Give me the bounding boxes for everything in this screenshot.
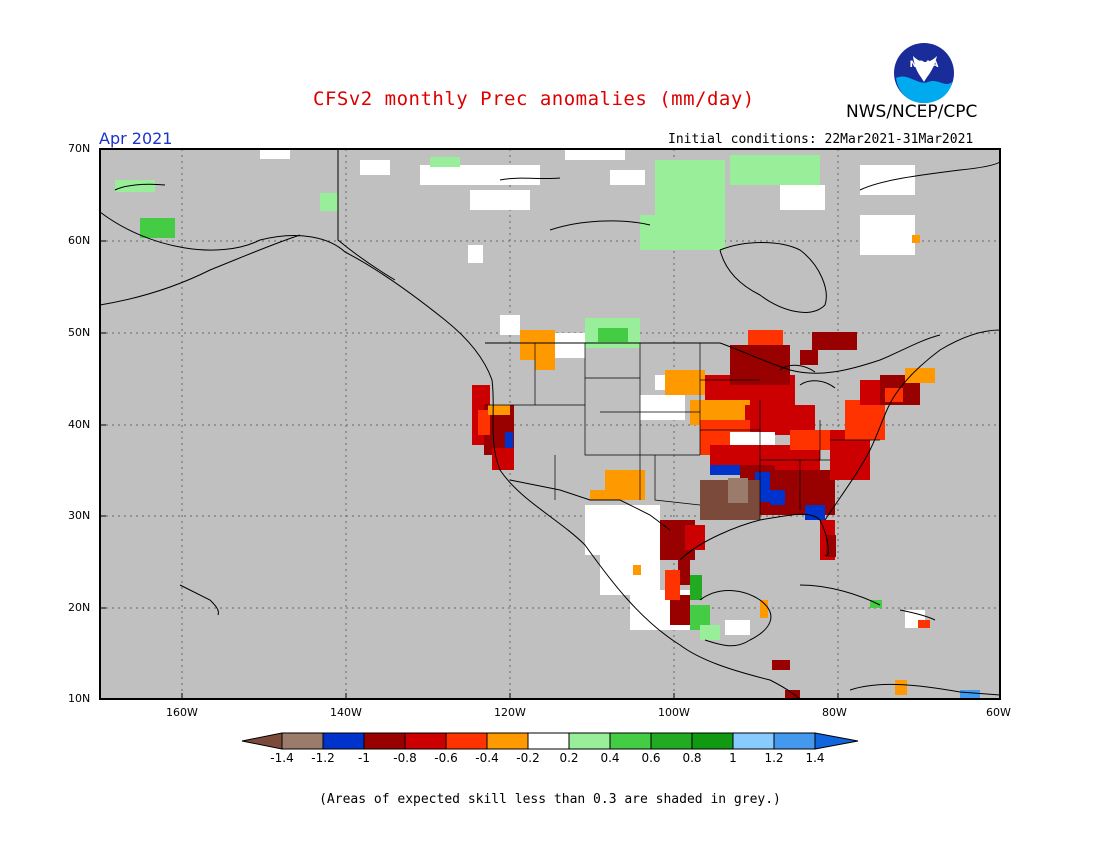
colorbar-box [281, 732, 324, 750]
lon-label: 160W [166, 706, 198, 719]
noaa-logo-text: NOAA [910, 60, 939, 70]
lat-label: 10N [68, 692, 91, 705]
lat-label: 40N [68, 418, 91, 431]
colorbar-box [609, 732, 652, 750]
lat-label: 60N [68, 234, 91, 247]
colorbar-label: 0.4 [600, 751, 620, 765]
colorbar-box [322, 732, 365, 750]
colorbar-box [691, 732, 734, 750]
colorbar-box [363, 732, 406, 750]
tick-marks [100, 148, 839, 699]
colorbar-label: -1 [358, 751, 370, 765]
skill-footnote: (Areas of expected skill less than 0.3 a… [319, 792, 781, 807]
colorbar-box [486, 732, 529, 750]
map-title: CFSv2 monthly Prec anomalies (mm/day) [313, 88, 755, 110]
initial-conditions: Initial conditions: 22Mar2021-31Mar2021 [668, 132, 974, 147]
colorbar-label: -1.2 [311, 751, 335, 765]
lat-label: 70N [68, 142, 91, 155]
colorbar-box [568, 732, 611, 750]
coastlines [99, 149, 1001, 700]
noaa-logo: NOAA [894, 43, 954, 103]
colorbar-box [445, 732, 488, 750]
colorbar-box [404, 732, 447, 750]
month-label: Apr 2021 [99, 129, 173, 148]
colorbar-label: 1.2 [764, 751, 784, 765]
lon-label: 60W [986, 706, 1011, 719]
colorbar-label: -0.6 [434, 751, 458, 765]
colorbar-box [773, 732, 816, 750]
colorbar-label: 1 [729, 751, 737, 765]
colorbar-label: 0.2 [559, 751, 579, 765]
lat-label: 30N [68, 509, 91, 522]
colorbar-label: -0.8 [393, 751, 417, 765]
lon-label: 140W [330, 706, 362, 719]
anomaly-patches [115, 150, 980, 699]
colorbar-label: 1.4 [805, 751, 825, 765]
agency-label: NWS/NCEP/CPC [846, 102, 978, 122]
colorbar-box [732, 732, 775, 750]
colorbar-arrow-right [814, 732, 859, 750]
colorbar-arrow-left [241, 732, 283, 750]
colorbar-box [650, 732, 693, 750]
colorbar-label: -0.4 [475, 751, 499, 765]
lon-label: 80W [822, 706, 847, 719]
lon-label: 120W [494, 706, 526, 719]
lat-label: 20N [68, 601, 91, 614]
lat-label: 50N [68, 326, 91, 339]
state-borders [485, 343, 880, 520]
colorbar-label: -0.2 [516, 751, 540, 765]
lon-label: 100W [658, 706, 690, 719]
colorbar-box [527, 732, 570, 750]
colorbar-label: -1.4 [270, 751, 294, 765]
colorbar [241, 732, 859, 750]
map-frame [99, 148, 1001, 700]
colorbar-label: 0.6 [641, 751, 661, 765]
colorbar-label: 0.8 [682, 751, 702, 765]
